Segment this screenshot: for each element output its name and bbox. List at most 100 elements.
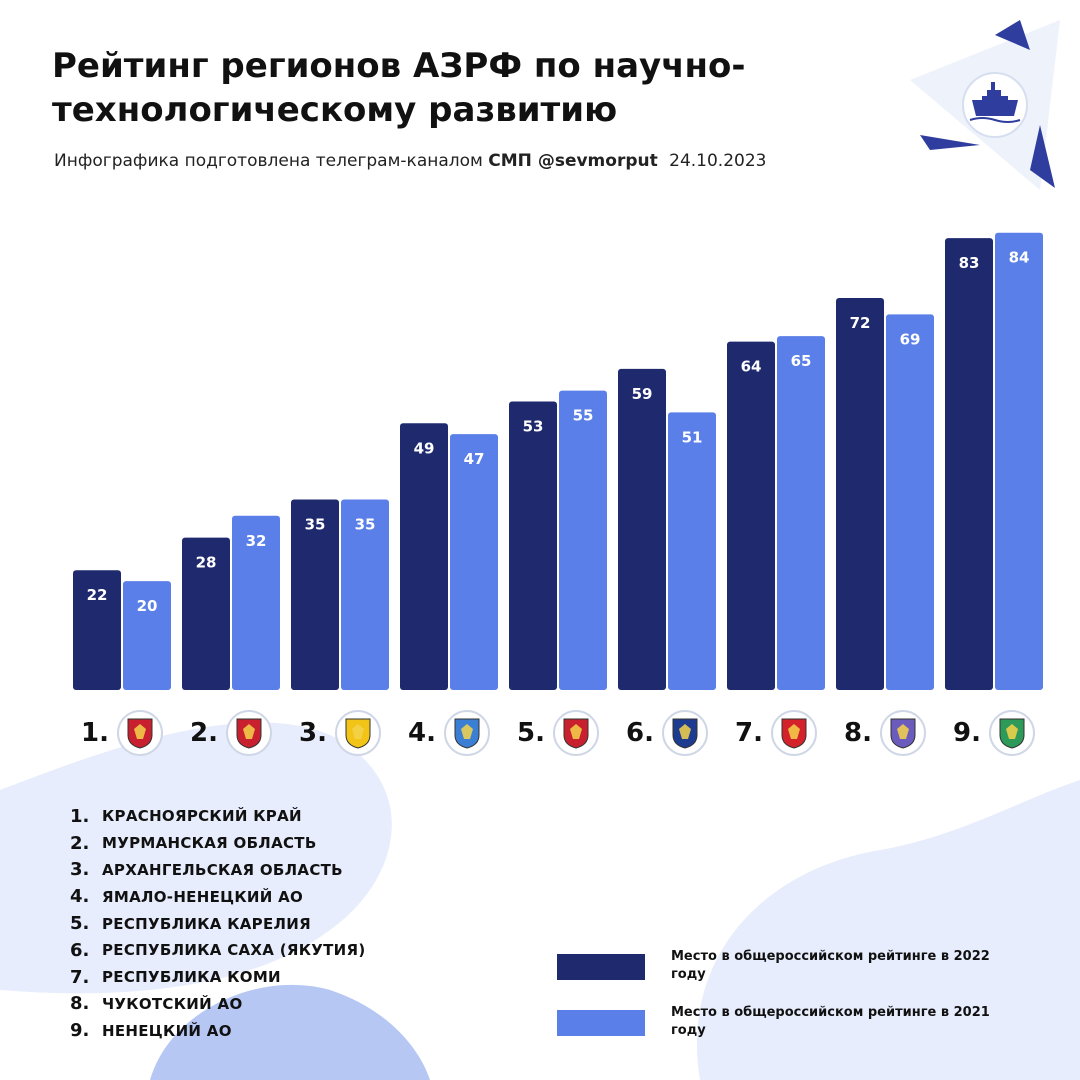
region-list-item: 9. НЕНЕЦКИЙ АО [70, 1017, 366, 1044]
bar-2022-region-7 [727, 341, 775, 690]
rank-item-4: 4. [408, 710, 490, 756]
icebreaker-ship-icon [972, 82, 1018, 116]
legend-label-2021: Место в общероссийском рейтинге в 2021 г… [671, 1005, 990, 1038]
rank-number: 6. [626, 718, 654, 748]
region-list-item: 8. ЧУКОТСКИЙ АО [70, 991, 366, 1018]
region-name: АРХАНГЕЛЬСКАЯ ОБЛАСТЬ [102, 860, 343, 879]
rank-number: 4. [408, 718, 436, 748]
page-title: Рейтинг регионов АЗРФ по научно-технолог… [52, 46, 746, 130]
bar-2021-region-9 [995, 232, 1043, 690]
bar-2021-region-4 [450, 434, 498, 690]
rank-item-7: 7. [735, 710, 817, 756]
bar-2021-region-2 [232, 515, 280, 690]
bar-2022-region-2 [182, 537, 230, 690]
bar-value-label: 59 [632, 385, 653, 403]
rank-number: 9. [953, 718, 981, 748]
krasnoyarsk-emblem-icon [116, 710, 163, 756]
region-number: 3. [70, 859, 90, 881]
bar-value-label: 84 [1009, 249, 1030, 267]
arkhangelsk-emblem-icon [334, 710, 381, 756]
page-subtitle: Инфографика подготовлена телеграм-канало… [54, 151, 766, 171]
rank-item-1: 1. [81, 710, 163, 756]
rank-item-3: 3. [299, 710, 381, 756]
rank-number: 5. [517, 718, 545, 748]
bar-value-label: 28 [196, 554, 217, 572]
legend-swatch-2022 [557, 954, 645, 980]
legend-label-2022: Место в общероссийском рейтинге в 2022 г… [671, 949, 990, 982]
region-list-item: 4. ЯМАЛО-НЕНЕЦКИЙ АО [70, 883, 366, 910]
bar-value-label: 64 [741, 358, 762, 376]
bar-value-label: 49 [414, 439, 435, 457]
rank-item-8: 8. [844, 710, 926, 756]
region-number: 4. [70, 886, 90, 908]
region-list: 1. КРАСНОЯРСКИЙ КРАЙ 2. МУРМАНСКАЯ ОБЛАСТЬ 3… [70, 803, 366, 1044]
bar-2022-region-6 [618, 368, 666, 690]
nenets-emblem-icon [988, 710, 1035, 756]
region-list-item: 2. МУРМАНСКАЯ ОБЛАСТЬ [70, 830, 366, 857]
region-list-item: 6. РЕСПУБЛИКА САХА (ЯКУТИЯ) [70, 937, 366, 964]
yamal-emblem-icon [443, 710, 490, 756]
bar-2022-region-1 [73, 570, 121, 690]
region-name: НЕНЕЦКИЙ АО [102, 1021, 232, 1040]
subtitle-prefix: Инфографика подготовлена телеграм-канало… [54, 151, 483, 171]
region-number: 2. [70, 832, 90, 854]
region-list-item: 5. РЕСПУБЛИКА КАРЕЛИЯ [70, 910, 366, 937]
bar-2022-region-4 [400, 423, 448, 690]
bar-2021-region-5 [559, 390, 607, 690]
region-list-item: 7. РЕСПУБЛИКА КОМИ [70, 964, 366, 991]
rank-number: 7. [735, 718, 763, 748]
chukotka-emblem-icon [879, 710, 926, 756]
region-number: 6. [70, 939, 90, 961]
rank-number: 8. [844, 718, 872, 748]
bar-2021-region-8 [886, 314, 934, 690]
bar-2021-region-3 [341, 499, 389, 690]
bar-value-label: 72 [850, 314, 871, 332]
bar-value-label: 55 [573, 407, 594, 425]
legend-item-2022: Место в общероссийском рейтинге в 2022 г… [557, 948, 1001, 984]
bar-value-label: 65 [791, 352, 812, 370]
rank-row: 1. 2. 3. 4. 5. 6. 7. 8. 9. [0, 706, 1080, 766]
rank-number: 2. [190, 718, 218, 748]
region-list-item: 3. АРХАНГЕЛЬСКАЯ ОБЛАСТЬ [70, 857, 366, 884]
region-name: РЕСПУБЛИКА КАРЕЛИЯ [102, 914, 311, 933]
chart-legend: Место в общероссийском рейтинге в 2022 г… [557, 948, 1001, 1060]
bar-2022-region-3 [291, 499, 339, 690]
region-name: МУРМАНСКАЯ ОБЛАСТЬ [102, 834, 317, 853]
region-number: 1. [70, 805, 90, 827]
region-name: РЕСПУБЛИКА САХА (ЯКУТИЯ) [102, 941, 366, 960]
rank-item-5: 5. [517, 710, 599, 756]
bar-value-label: 47 [464, 450, 485, 468]
murmansk-emblem-icon [225, 710, 272, 756]
region-number: 8. [70, 993, 90, 1015]
bar-value-label: 51 [682, 428, 703, 446]
region-name: РЕСПУБЛИКА КОМИ [102, 968, 281, 987]
bar-value-label: 69 [900, 330, 921, 348]
channel-logo [890, 20, 1060, 190]
rank-item-2: 2. [190, 710, 272, 756]
bar-chart: 22 20 28 32 35 35 49 47 53 55 59 51 64 65 72 69 83 84 [73, 232, 1043, 690]
rank-item-9: 9. [953, 710, 1035, 756]
region-number: 7. [70, 966, 90, 988]
bar-2022-region-8 [836, 298, 884, 690]
region-number: 5. [70, 913, 90, 935]
komi-emblem-icon [770, 710, 817, 756]
bar-value-label: 32 [246, 532, 267, 550]
region-name: КРАСНОЯРСКИЙ КРАЙ [102, 807, 302, 826]
subtitle-date: 24.10.2023 [669, 151, 767, 171]
rank-item-6: 6. [626, 710, 708, 756]
region-name: ЯМАЛО-НЕНЕЦКИЙ АО [102, 887, 304, 906]
bar-value-label: 83 [959, 254, 980, 272]
sakha-emblem-icon [661, 710, 708, 756]
region-name: ЧУКОТСКИЙ АО [102, 994, 243, 1013]
bar-2021-region-6 [668, 412, 716, 690]
subtitle-channel: СМП @sevmorput [488, 151, 658, 171]
bar-value-label: 35 [305, 515, 326, 533]
bar-2021-region-1 [123, 581, 171, 690]
rank-number: 1. [81, 718, 109, 748]
bar-value-label: 53 [523, 417, 544, 435]
legend-item-2021: Место в общероссийском рейтинге в 2021 г… [557, 1004, 1001, 1040]
region-list-item: 1. КРАСНОЯРСКИЙ КРАЙ [70, 803, 366, 830]
bar-value-label: 20 [137, 597, 158, 615]
bar-value-label: 35 [355, 515, 376, 533]
